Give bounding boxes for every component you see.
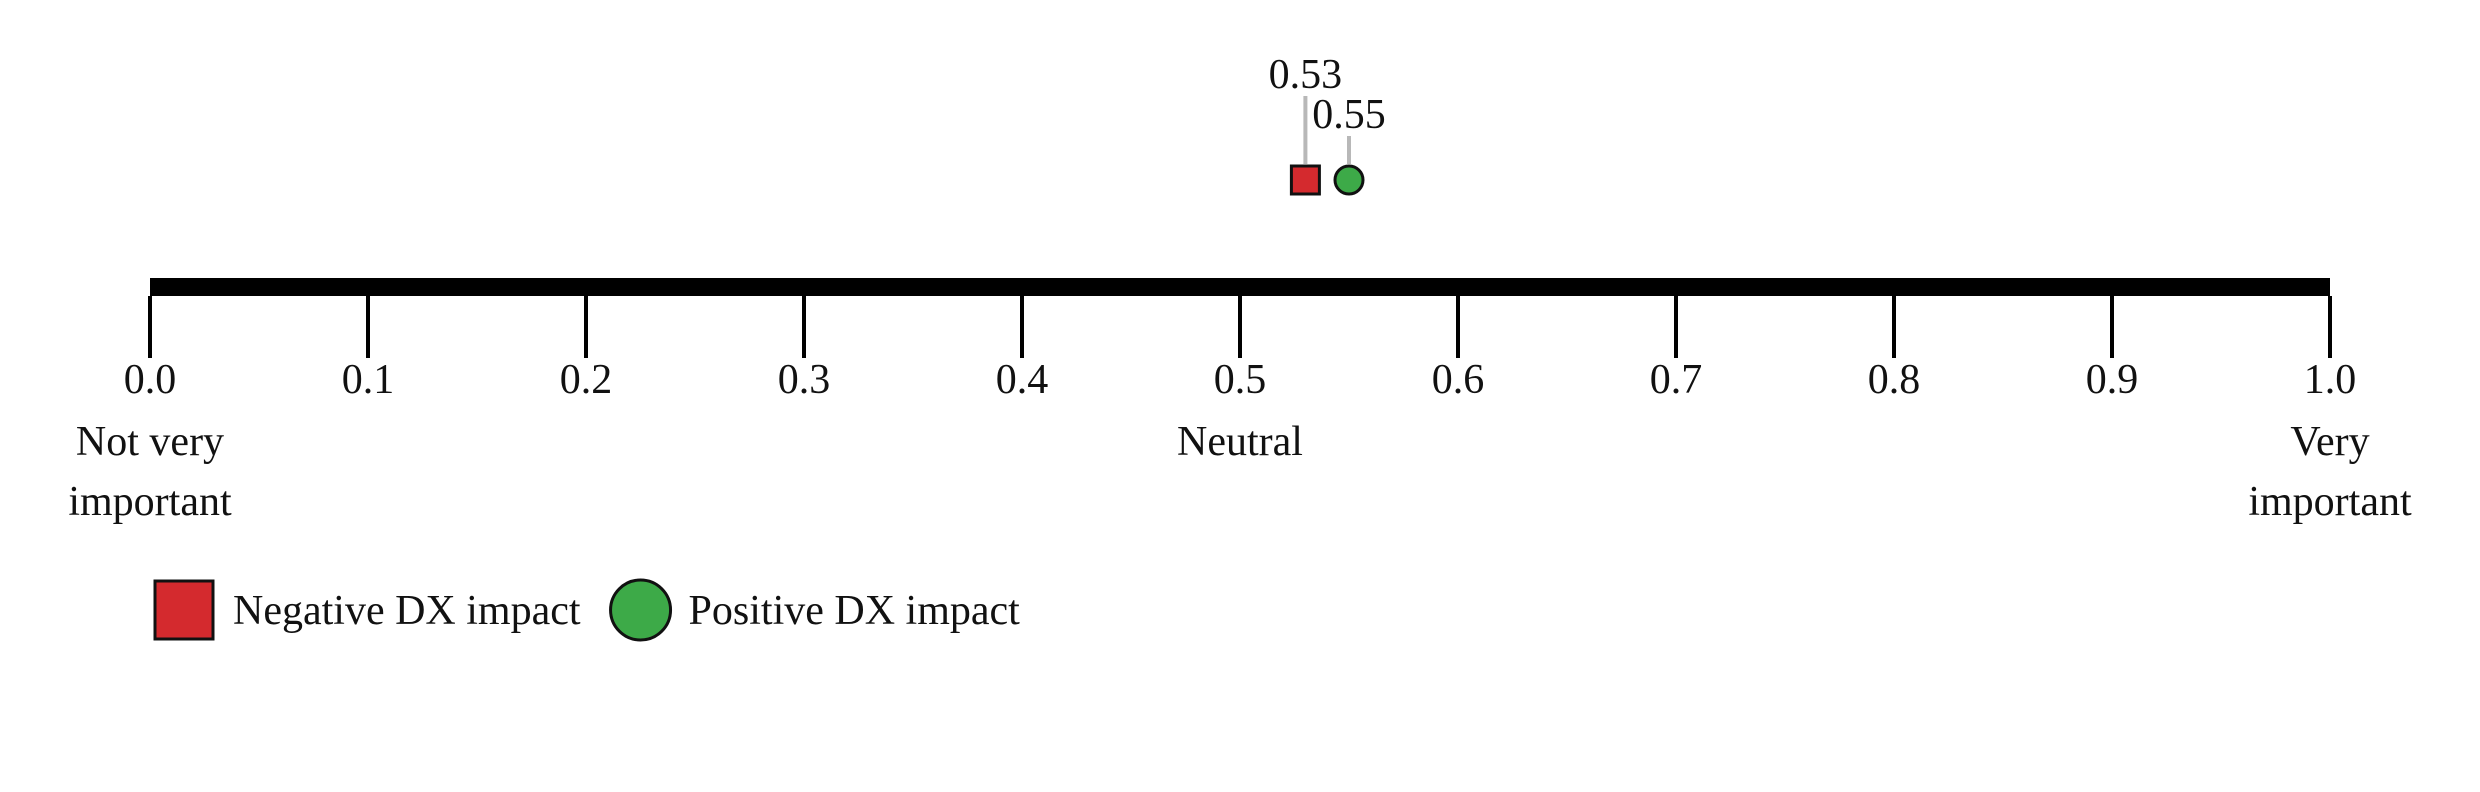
anchor-label: Very bbox=[2290, 419, 2369, 465]
anchor-label: important bbox=[68, 479, 232, 525]
data-label: 0.55 bbox=[1312, 92, 1386, 138]
tick-label: 0.2 bbox=[560, 357, 613, 403]
tick-label: 0.7 bbox=[1650, 357, 1703, 403]
anchor-label: Not very bbox=[76, 419, 224, 465]
tick-label: 0.3 bbox=[778, 357, 831, 403]
anchor-label: important bbox=[2248, 479, 2412, 525]
legend-label: Positive DX impact bbox=[689, 588, 1021, 634]
data-label: 0.53 bbox=[1269, 52, 1343, 98]
legend-swatch-circle bbox=[609, 578, 673, 642]
data-point-circle bbox=[1333, 164, 1365, 196]
tick-label: 0.6 bbox=[1432, 357, 1485, 403]
tick-label: 0.1 bbox=[342, 357, 395, 403]
tick-label: 0.4 bbox=[996, 357, 1049, 403]
axis-bar bbox=[150, 278, 2330, 296]
tick-label: 1.0 bbox=[2304, 357, 2357, 403]
anchor-label: Neutral bbox=[1177, 419, 1303, 465]
tick-label: 0.5 bbox=[1214, 357, 1267, 403]
tick-label: 0.9 bbox=[2086, 357, 2139, 403]
tick-label: 0.0 bbox=[124, 357, 177, 403]
tick-label: 0.8 bbox=[1868, 357, 1921, 403]
legend-swatch-square bbox=[153, 579, 215, 641]
legend-label: Negative DX impact bbox=[233, 588, 581, 634]
data-point-square bbox=[1289, 164, 1321, 196]
